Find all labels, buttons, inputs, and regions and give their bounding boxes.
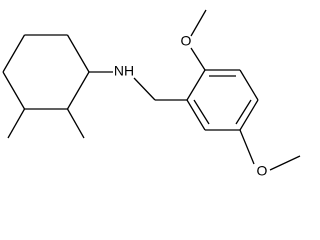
bond bbox=[239, 99, 259, 131]
bond bbox=[190, 47, 206, 71]
bond bbox=[133, 77, 156, 101]
atom-label: O bbox=[181, 33, 192, 49]
bond bbox=[186, 69, 206, 101]
bond bbox=[193, 99, 210, 125]
page: NH O O (() => { const data = JSON.parse(… bbox=[2, 9, 301, 179]
bonds bbox=[2, 9, 301, 171]
bond bbox=[186, 99, 206, 131]
bond bbox=[235, 99, 252, 125]
bond bbox=[66, 34, 90, 73]
bond bbox=[66, 71, 90, 110]
structure-diagram: NH O O bbox=[2, 9, 301, 179]
atom-label: NH bbox=[114, 63, 134, 79]
bond bbox=[2, 34, 26, 73]
bond bbox=[190, 9, 207, 37]
bond bbox=[269, 155, 301, 171]
bond bbox=[2, 71, 26, 110]
bond bbox=[66, 108, 85, 139]
atom-label: O bbox=[257, 163, 268, 179]
bond bbox=[239, 129, 255, 165]
bond bbox=[239, 69, 259, 101]
bond bbox=[7, 108, 26, 139]
